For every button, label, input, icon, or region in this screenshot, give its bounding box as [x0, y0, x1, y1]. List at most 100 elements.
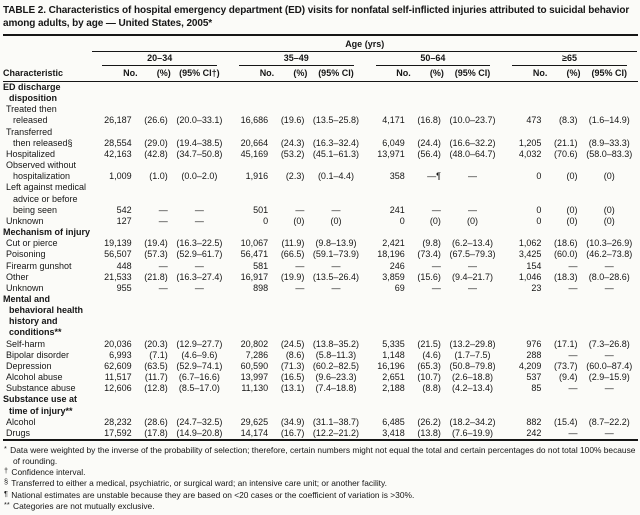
cell-pct: (21.5): [417, 338, 441, 349]
ci-column-header: (95% CI†): [170, 66, 228, 82]
table-row: Alcohol 28,232 (28.6) (24.7–32.5) 29,625 (34.…: [3, 417, 638, 428]
cell-ci: (50.8–79.8): [449, 360, 496, 371]
cell-pct: —: [431, 260, 441, 271]
footnote-marker: ¶: [4, 488, 8, 498]
cell-pct: (24.5): [280, 338, 305, 349]
table-row: Unknown 127 — — 0 (0) (0) 0 (0) (0) 0 (0) (0): [3, 216, 638, 227]
table-row: Cut or pierce 19,139 (19.4) (16.3–22.5) 10,0…: [3, 238, 638, 249]
table-row: Treated then released 26,187 (26.6) (20.0–3…: [3, 104, 638, 126]
cell-pct: (24.4): [417, 137, 441, 148]
cell-pct: (0): [566, 204, 578, 215]
footnote-marker: **: [4, 500, 10, 510]
no-column-header: No.: [91, 66, 138, 82]
cell-ci: —: [468, 171, 478, 182]
ci-column-header: (95% CI): [580, 66, 638, 82]
cell-ci: (0): [330, 215, 342, 226]
cell-no: 56,471: [240, 249, 269, 260]
footnote-text: Categories are not mutually exclusive.: [13, 501, 155, 512]
cell-ci: (4.2–13.4): [452, 383, 494, 394]
cell-ci: (16.3–27.4): [176, 271, 223, 282]
cell-ci: (1.6–14.9): [588, 115, 630, 126]
row-label: Left against medical advice or before be…: [6, 182, 87, 215]
cell-no: 473: [526, 115, 542, 126]
cell-no: 14,174: [240, 427, 269, 438]
row-label: Alcohol abuse: [6, 372, 63, 383]
cell-ci: (1.7–7.5): [454, 349, 491, 360]
cell-no: 2,651: [382, 372, 405, 383]
cell-no: 242: [526, 427, 542, 438]
age-group-label: 35–49: [238, 52, 354, 66]
cell-ci: (0): [603, 171, 615, 182]
cell-pct: (19.6): [280, 115, 305, 126]
table-row: Observed without hospitalization 1,009 (1.…: [3, 160, 638, 182]
cell-no: 11,517: [104, 372, 132, 383]
cell-ci: (13.2–29.8): [449, 338, 496, 349]
cell-pct: —: [158, 204, 168, 215]
row-label: Self-harm: [6, 338, 46, 349]
pct-column-header: (%): [410, 66, 444, 82]
cell-ci: (0): [603, 204, 615, 215]
no-column-header: No.: [501, 66, 548, 82]
cell-pct: (56.4): [417, 148, 441, 159]
cell-pct: (17.8): [144, 427, 168, 438]
cell-ci: (8.7–22.2): [588, 416, 630, 427]
cell-no: 1,205: [518, 137, 542, 148]
cell-ci: (16.6–32.2): [449, 137, 496, 148]
ci-column-header: (95% CI): [443, 66, 502, 82]
cell-no: 976: [526, 338, 542, 349]
cell-pct: —: [568, 282, 578, 293]
cell-pct: (15.6): [417, 271, 441, 282]
cell-no: 6,993: [109, 349, 132, 360]
cell-ci: (7.3–26.8): [588, 338, 630, 349]
cell-ci: (48.0–64.7): [449, 148, 496, 159]
cell-ci: (9.6–23.3): [315, 372, 357, 383]
row-label: Alcohol: [6, 416, 36, 427]
cell-ci: (20.0–33.1): [176, 115, 223, 126]
cell-pct: (53.2): [280, 148, 305, 159]
cell-pct: (17.1): [554, 338, 578, 349]
cell-ci: (10.0–23.7): [449, 115, 496, 126]
cell-pct: (16.7): [280, 427, 305, 438]
age-group-header: 35–49: [228, 52, 365, 66]
table-row: Hospitalized 42,163 (42.8) (34.7–50.8) 45,16…: [3, 149, 638, 160]
cell-no: 29,625: [240, 416, 269, 427]
no-column-header: No.: [364, 66, 411, 82]
cell-pct: (1.0): [149, 171, 168, 182]
footnotes: * Data were weighted by the inverse of t…: [3, 441, 638, 512]
cell-pct: (73.4): [417, 249, 441, 260]
row-label: Hospitalized: [6, 148, 56, 159]
cell-no: 4,171: [382, 115, 405, 126]
footnote-marker: *: [4, 444, 7, 453]
age-group-header: ≥65: [501, 52, 638, 66]
cell-no: 56,507: [104, 249, 132, 260]
cell-no: 45,169: [240, 148, 269, 159]
cell-ci: (2.9–15.9): [588, 372, 630, 383]
table-title: TABLE 2. Characteristics of hospital eme…: [3, 4, 638, 36]
cell-pct: (21.8): [144, 271, 168, 282]
cell-ci: (60.2–82.5): [312, 360, 359, 371]
row-label: Other: [6, 271, 29, 282]
table-row: Poisoning 56,507 (57.3) (52.9–61.7) 56,471 (6…: [3, 249, 638, 260]
cell-ci: (31.1–38.7): [312, 416, 359, 427]
footnote-text: National estimates are unstable because …: [11, 489, 415, 500]
cell-no: 20,036: [104, 338, 132, 349]
cell-no: 0: [536, 204, 542, 215]
cell-pct: (73.7): [554, 360, 578, 371]
pct-column-header: (%): [274, 66, 308, 82]
cell-no: 28,232: [104, 416, 132, 427]
cell-pct: (21.1): [554, 137, 578, 148]
cell-ci: (8.5–17.0): [178, 383, 220, 394]
age-span-label: Age (yrs): [92, 38, 637, 52]
cell-pct: (7.1): [149, 349, 168, 360]
cell-no: 1,009: [109, 171, 132, 182]
cell-ci: (12.9–27.7): [176, 338, 223, 349]
cell-pct: —: [568, 383, 578, 394]
age-span-header: Age (yrs): [91, 38, 638, 52]
footnote-marker: §: [4, 477, 9, 487]
cell-no: 4,032: [518, 148, 542, 159]
cell-pct: —: [431, 282, 441, 293]
no-column-header: No.: [227, 66, 275, 82]
section-label: ED discharge disposition: [3, 82, 61, 104]
cell-pct: (8.6): [285, 349, 305, 360]
